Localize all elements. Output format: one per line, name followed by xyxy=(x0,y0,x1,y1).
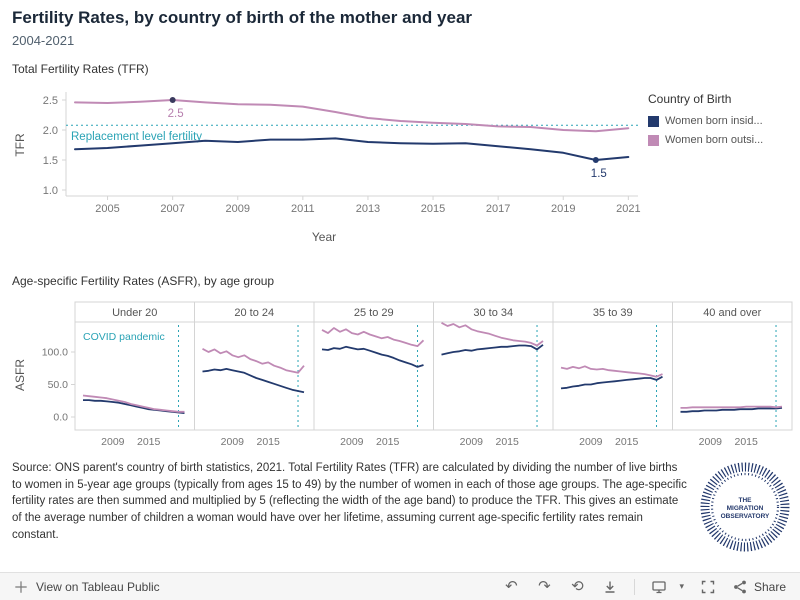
svg-text:2.5: 2.5 xyxy=(168,108,184,120)
svg-text:2009: 2009 xyxy=(460,436,484,448)
svg-text:2021: 2021 xyxy=(616,203,640,215)
legend-item-inside-label: Women born insid... xyxy=(665,115,763,127)
legend-swatch-outside-icon xyxy=(648,134,659,146)
svg-text:1.0: 1.0 xyxy=(43,185,58,197)
svg-text:2005: 2005 xyxy=(95,203,119,215)
tableau-logo-icon xyxy=(15,580,27,593)
legend-swatch-inside-icon xyxy=(648,115,659,127)
view-on-tableau-label: View on Tableau Public xyxy=(36,579,160,594)
svg-text:COVID pandemic: COVID pandemic xyxy=(83,331,165,343)
tfr-x-axis-label: Year xyxy=(311,230,337,244)
svg-text:2015: 2015 xyxy=(376,436,400,448)
svg-text:2015: 2015 xyxy=(734,436,758,448)
logo-line-3: OBSERVATORY xyxy=(721,513,770,520)
svg-text:2017: 2017 xyxy=(486,203,510,215)
svg-text:2009: 2009 xyxy=(579,436,603,448)
svg-text:2015: 2015 xyxy=(495,436,519,448)
svg-text:2.0: 2.0 xyxy=(43,125,58,137)
device-preview-caret-icon: ▾ xyxy=(679,581,684,591)
asfr-section-label: Age-specific Fertility Rates (ASFR), by … xyxy=(12,274,275,288)
tfr-section-label: Total Fertility Rates (TFR) xyxy=(12,62,149,76)
svg-text:2011: 2011 xyxy=(291,203,315,215)
page-subtitle: 2004-2021 xyxy=(12,33,75,48)
svg-text:Replacement level fertility: Replacement level fertility xyxy=(71,131,202,143)
share-label: Share xyxy=(753,579,786,594)
page-title: Fertility Rates, by country of birth of … xyxy=(12,8,473,27)
svg-text:1.5: 1.5 xyxy=(591,168,607,180)
tableau-toolbar: View on Tableau Public ↶ ↷ ⟲ xyxy=(0,572,800,600)
legend-item-outside-label: Women born outsi... xyxy=(665,134,764,146)
svg-text:2009: 2009 xyxy=(101,436,125,448)
undo-button[interactable]: ↶ xyxy=(502,578,520,596)
svg-text:40 and over: 40 and over xyxy=(703,307,761,319)
legend-item-outside[interactable]: Women born outsi... xyxy=(648,134,798,146)
svg-text:25 to 29: 25 to 29 xyxy=(354,307,394,319)
reset-button[interactable]: ⟲ xyxy=(568,578,586,596)
source-note: Source: ONS parent's country of birth st… xyxy=(12,462,687,541)
fullscreen-icon xyxy=(701,580,715,593)
device-preview-icon xyxy=(652,580,667,593)
svg-text:0.0: 0.0 xyxy=(53,412,68,424)
asfr-small-multiples-chart[interactable]: 0.0 50.0 100.0 Under 20 2009 2015 20 to 24 2009… xyxy=(0,296,800,456)
legend-title: Country of Birth xyxy=(648,92,732,106)
svg-text:100.0: 100.0 xyxy=(42,347,68,359)
device-preview-button[interactable] xyxy=(650,578,668,596)
svg-text:2009: 2009 xyxy=(221,436,245,448)
undo-icon: ↶ xyxy=(505,578,518,595)
redo-button[interactable]: ↷ xyxy=(535,578,553,596)
svg-text:2015: 2015 xyxy=(421,203,445,215)
reset-icon: ⟲ xyxy=(571,578,584,595)
svg-text:1.5: 1.5 xyxy=(43,155,58,167)
svg-text:2007: 2007 xyxy=(160,203,184,215)
toolbar-actions: ↶ ↷ ⟲ ▾ xyxy=(502,578,786,596)
share-button[interactable]: Share xyxy=(732,579,786,595)
migration-observatory-logo: THE MIGRATION OBSERVATORY xyxy=(700,462,790,552)
svg-text:2009: 2009 xyxy=(226,203,250,215)
redo-icon: ↷ xyxy=(538,578,551,595)
legend: Country of Birth Women born insid... Wom… xyxy=(648,92,798,153)
toolbar-separator xyxy=(634,578,636,595)
view-on-tableau-link[interactable]: View on Tableau Public xyxy=(14,580,160,594)
svg-text:30 to 34: 30 to 34 xyxy=(473,307,513,319)
svg-text:2009: 2009 xyxy=(340,436,364,448)
share-icon xyxy=(734,580,746,593)
logo-line-1: THE xyxy=(739,497,753,504)
svg-text:2009: 2009 xyxy=(699,436,723,448)
legend-item-inside[interactable]: Women born insid... xyxy=(648,115,798,127)
svg-text:50.0: 50.0 xyxy=(48,379,69,391)
download-button[interactable] xyxy=(601,578,619,596)
svg-text:35 to 39: 35 to 39 xyxy=(593,307,633,319)
svg-text:2015: 2015 xyxy=(256,436,280,448)
download-icon xyxy=(605,581,615,593)
svg-text:2.5: 2.5 xyxy=(43,95,58,107)
svg-text:2015: 2015 xyxy=(137,436,161,448)
svg-text:2013: 2013 xyxy=(356,203,380,215)
svg-text:Under 20: Under 20 xyxy=(112,307,157,319)
tfr-line-chart[interactable]: 1.0 1.5 2.0 2.5 2005 2007 2009 2011 2013 2015 2017… xyxy=(0,86,648,220)
svg-text:2019: 2019 xyxy=(551,203,575,215)
fullscreen-button[interactable] xyxy=(699,578,717,596)
logo-line-2: MIGRATION xyxy=(727,505,764,512)
svg-text:2015: 2015 xyxy=(615,436,639,448)
svg-text:20 to 24: 20 to 24 xyxy=(234,307,274,319)
